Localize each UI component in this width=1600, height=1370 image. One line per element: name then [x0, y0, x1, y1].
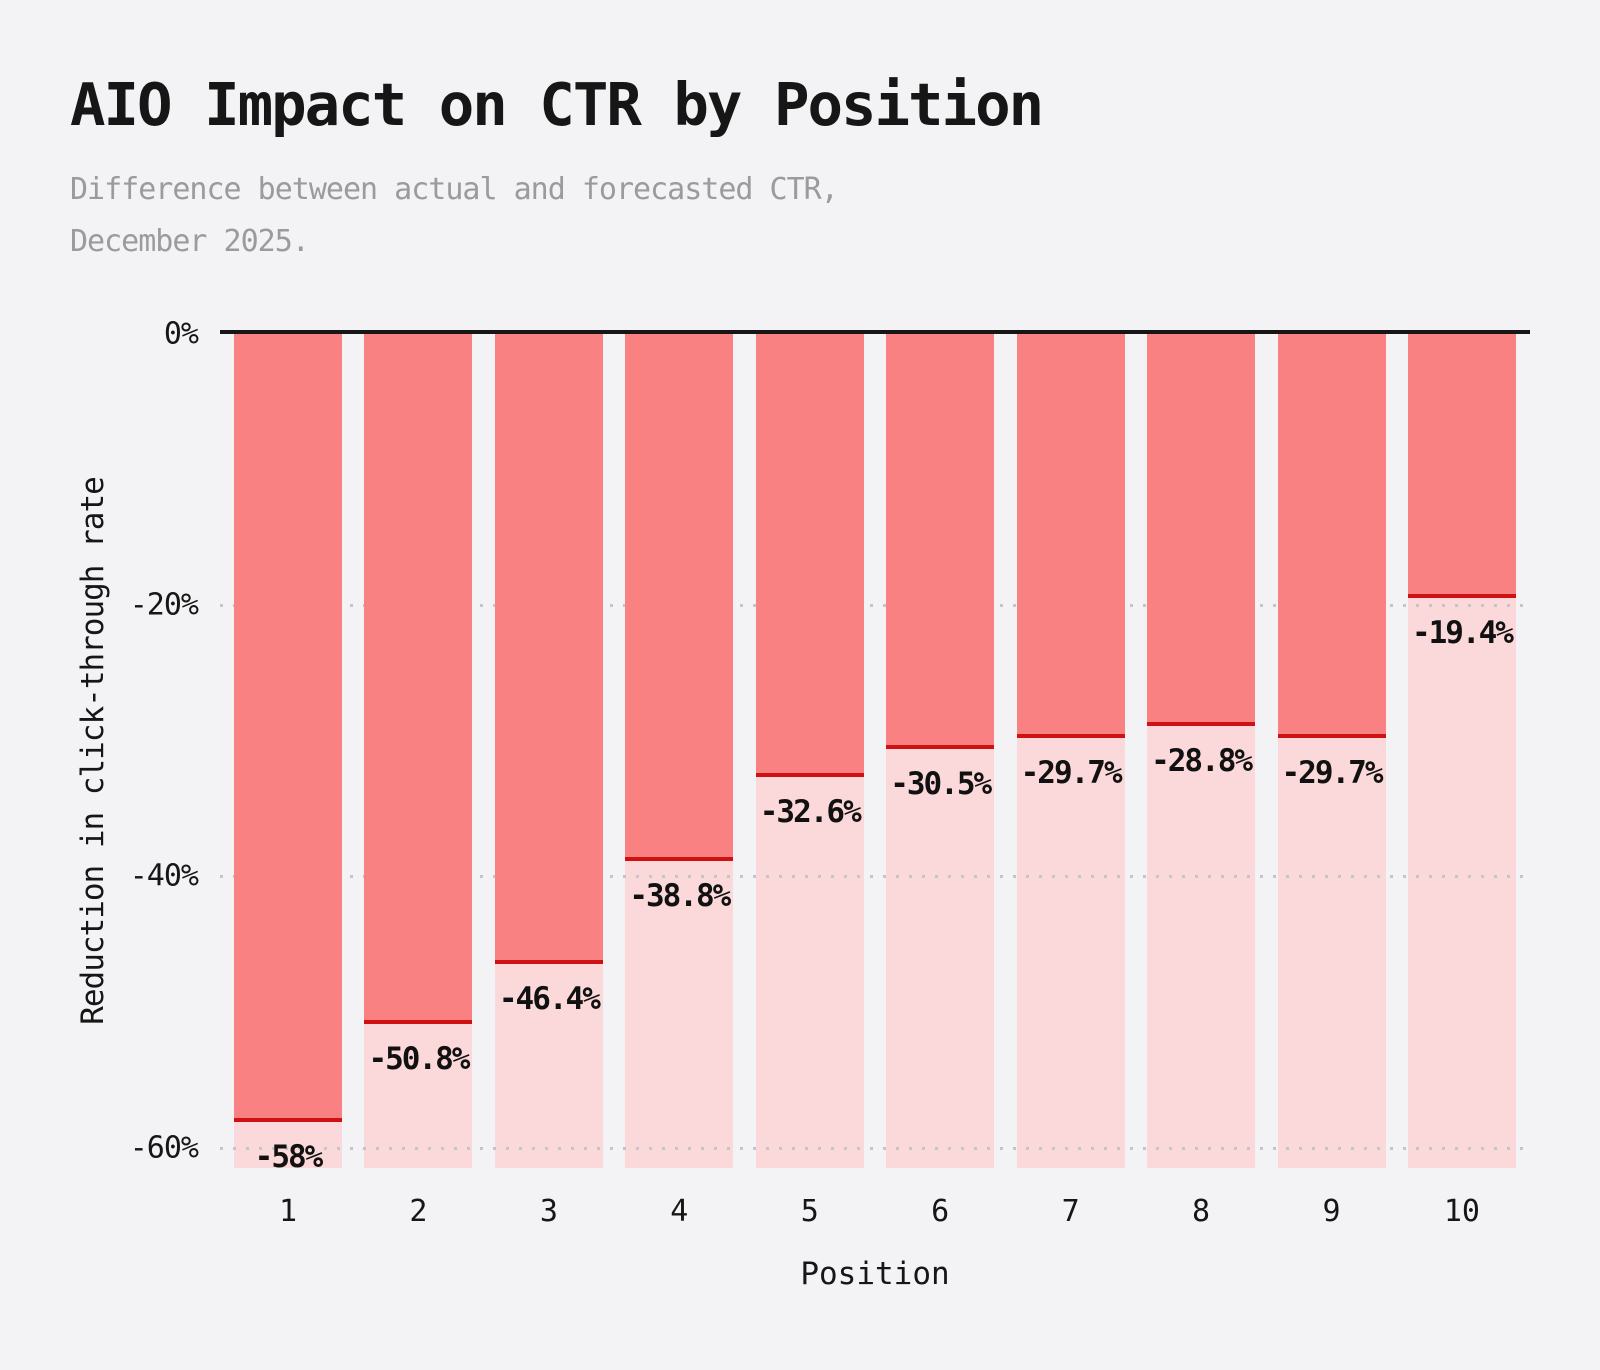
bar-fill [1147, 334, 1256, 725]
bar-column: -46.4% 3 [494, 334, 603, 1229]
chart-subtitle-line2: December 2025. [70, 224, 310, 259]
x-tick-label: 9 [1322, 1194, 1341, 1229]
plot-area: -58% 1 -50.8% 2 -46.4% 3 -38.8% 4 -32.6% 5 -30.5% 6… [130, 317, 1530, 1229]
bar-fill [234, 334, 342, 1121]
bar-fill [1407, 334, 1516, 597]
bar-fill [625, 334, 734, 860]
y-tick-label: -40% [129, 858, 199, 894]
bar-column: -28.8% 8 [1147, 334, 1256, 1229]
x-tick-label: 2 [409, 1194, 428, 1229]
bar-value-line [625, 857, 734, 861]
bar-value-label: -46.4% [498, 981, 601, 1017]
bar-value-line [364, 1020, 473, 1024]
bar-value-label: -58% [254, 1139, 324, 1175]
y-tick-label: -20% [129, 587, 199, 623]
gridline [220, 604, 1530, 607]
bar-fill [1016, 334, 1125, 737]
bar-value-label: -50.8% [368, 1041, 470, 1077]
bar-column: -30.5% 6 [886, 334, 995, 1229]
bar-column: -50.8% 2 [364, 334, 473, 1229]
bar-value-line [494, 960, 603, 964]
bar-value-label: -29.7% [1281, 755, 1384, 791]
bar-value-line [886, 745, 995, 749]
bars-container: -58% 1 -50.8% 2 -46.4% 3 -38.8% 4 -32.6% 5 -30.5% 6… [220, 334, 1530, 1229]
bar-fill [364, 334, 473, 1023]
x-tick-label: 5 [800, 1194, 819, 1229]
y-tick-label: -60% [129, 1130, 199, 1166]
bar-fill [1277, 334, 1386, 737]
bar-value-line [1147, 722, 1256, 726]
chart-title: AIO Impact on CTR by Position [70, 70, 1044, 139]
bar-value-label: -38.8% [629, 878, 731, 914]
chart-subtitle-line1: Difference between actual and forecasted… [70, 172, 839, 207]
bar-column: -32.6% 5 [755, 334, 864, 1229]
bar-value-label: -19.4% [1411, 615, 1514, 651]
bar-value-line [1407, 594, 1516, 598]
y-tick-label: 0% [163, 316, 199, 352]
chart-subtitle: Difference between actual and forecasted… [70, 164, 839, 268]
x-tick-label: 7 [1061, 1194, 1080, 1229]
gridline [220, 1147, 1530, 1150]
bar-column: -29.7% 7 [1016, 334, 1125, 1229]
bar-value-line [1016, 734, 1125, 738]
x-tick-label: 8 [1192, 1194, 1211, 1229]
bar-column: -38.8% 4 [625, 334, 734, 1229]
bar-value-label: -29.7% [1020, 755, 1123, 791]
bar-column: -29.7% 9 [1277, 334, 1386, 1229]
bar-value-line [1277, 734, 1386, 738]
bar-value-label: -28.8% [1151, 743, 1253, 779]
bar-column: -58% 1 [234, 334, 342, 1229]
x-tick-label: 10 [1443, 1194, 1480, 1229]
bar-value-label: -32.6% [759, 794, 862, 830]
x-tick-label: 1 [278, 1194, 298, 1229]
zero-axis-line [220, 330, 1530, 334]
gridline [220, 875, 1530, 878]
bar-value-line [755, 773, 864, 777]
x-tick-label: 3 [539, 1194, 558, 1229]
x-tick-label: 4 [670, 1194, 689, 1229]
bar-value-line [234, 1118, 342, 1122]
bar-fill [494, 334, 603, 963]
bar-fill [886, 334, 995, 748]
bar-fill [755, 334, 864, 776]
bar-value-label: -30.5% [890, 766, 992, 802]
y-axis-title: Reduction in click-through rate [75, 477, 111, 1025]
x-axis-title: Position [800, 1256, 950, 1292]
bar-column: -19.4% 10 [1407, 334, 1516, 1229]
x-tick-label: 6 [931, 1194, 950, 1229]
